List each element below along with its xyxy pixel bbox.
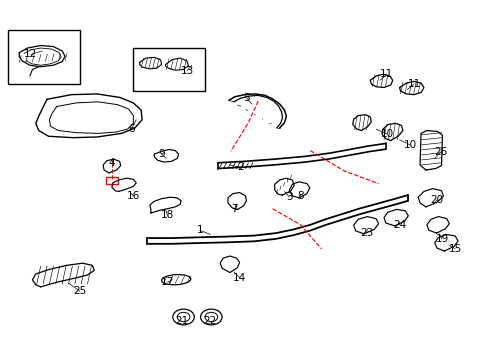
Circle shape [172, 309, 194, 325]
Text: 3: 3 [285, 192, 292, 202]
Text: 14: 14 [232, 273, 246, 283]
Bar [8, 30, 80, 84]
Text: 5: 5 [243, 93, 250, 103]
Text: 16: 16 [126, 191, 140, 201]
Text: 12: 12 [24, 49, 38, 59]
Text: 23: 23 [359, 228, 372, 238]
Text: 11: 11 [407, 79, 420, 89]
Text: 2: 2 [237, 162, 244, 172]
Circle shape [200, 309, 222, 325]
Text: 26: 26 [433, 147, 446, 157]
Text: 15: 15 [447, 244, 461, 254]
Text: 18: 18 [161, 210, 174, 220]
Text: 1: 1 [196, 225, 203, 235]
Text: 22: 22 [203, 316, 216, 325]
Text: 20: 20 [429, 195, 443, 205]
Text: 25: 25 [73, 286, 86, 296]
Text: 21: 21 [175, 316, 188, 325]
Bar [105, 177, 118, 184]
Text: 9: 9 [158, 149, 164, 159]
Text: 11: 11 [380, 69, 393, 79]
Text: 17: 17 [161, 277, 174, 287]
Text: 10: 10 [403, 140, 416, 150]
Ellipse shape [162, 275, 190, 285]
Text: 6: 6 [128, 124, 134, 134]
Text: 7: 7 [231, 204, 238, 215]
Text: 10: 10 [380, 129, 393, 139]
Text: 8: 8 [297, 191, 303, 201]
Text: 19: 19 [434, 234, 447, 244]
Text: 4: 4 [108, 158, 115, 168]
Text: 13: 13 [180, 66, 193, 76]
Bar [133, 48, 205, 91]
Text: 24: 24 [392, 220, 406, 230]
